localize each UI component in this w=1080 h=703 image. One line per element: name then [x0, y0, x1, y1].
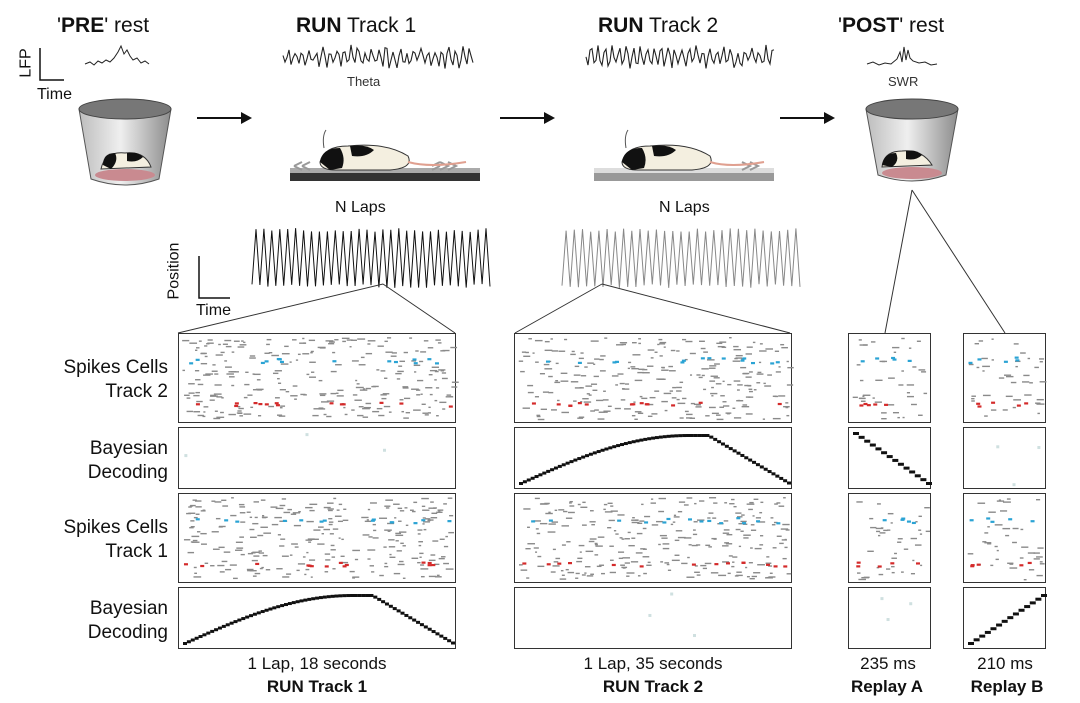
spike-raster-panel	[848, 333, 931, 423]
rat-on-track2	[594, 129, 774, 181]
row-label-spikes-track1: Spikes Cells Track 1	[63, 517, 168, 562]
spike-raster-panel	[178, 493, 456, 583]
bayesian-decoding-panel	[848, 427, 932, 489]
scalebar-replay-a	[848, 648, 931, 652]
lfp-time-label: Time	[37, 86, 72, 103]
panel-plot	[519, 434, 791, 485]
panel-plot	[852, 337, 928, 420]
run-track2-title: RUN Track 2	[598, 14, 719, 37]
post-rest-bucket	[865, 98, 959, 182]
scalebar-run-track2	[514, 648, 792, 652]
position-axis: Position	[165, 240, 232, 305]
panel-plot	[183, 497, 455, 580]
duration-replay-b: 210 ms	[977, 654, 1033, 673]
arrow-run1-to-run2	[500, 112, 555, 124]
position-axis-lines	[198, 256, 230, 299]
scalebar-replay-b	[963, 648, 1046, 652]
panel-plot	[184, 433, 387, 458]
panel-plot	[967, 498, 1045, 581]
swr-label: SWR	[888, 74, 919, 89]
bayesian-decoding-panel	[848, 587, 931, 649]
run-track1-title: RUN Track 1	[296, 14, 417, 37]
lfp-axis: LFP	[14, 44, 64, 84]
panel-plot	[648, 592, 697, 638]
panel-plot	[182, 337, 459, 420]
bayesian-decoding-panel	[963, 427, 1046, 489]
panel-plot	[880, 597, 913, 622]
theta-trace-track2	[585, 44, 775, 69]
panel-plot	[856, 501, 931, 581]
bayesian-decoding-panel	[514, 427, 792, 489]
position-time-label: Time	[196, 302, 231, 319]
spike-raster-panel	[963, 333, 1047, 423]
panel-plot	[853, 432, 932, 485]
duration-replay-a: 235 ms	[860, 654, 916, 673]
theta-trace	[282, 44, 474, 69]
panel-plot	[968, 594, 1047, 645]
bayesian-decoding-panel	[178, 427, 456, 489]
panel-plot	[518, 337, 794, 421]
position-trace-track2	[561, 228, 801, 288]
laps-label-track1: N Laps	[335, 199, 386, 216]
bayesian-decoding-panel	[514, 587, 792, 649]
spike-raster-panel	[514, 333, 794, 423]
duration-run-track1: 1 Lap, 18 seconds	[247, 654, 387, 673]
pre-rest-title: 'PRE' rest	[57, 14, 150, 37]
row-label-bayes-2: Bayesian Decoding	[87, 598, 168, 643]
row-label-spikes-track2: Spikes Cells Track 2	[63, 357, 168, 402]
theta-label: Theta	[347, 74, 381, 89]
position-trace-track1	[251, 228, 491, 288]
spike-raster-panel	[178, 333, 459, 423]
spike-raster-panel	[963, 493, 1046, 583]
rat-on-track1	[290, 129, 480, 181]
column-title-replay-b: Replay B	[970, 677, 1044, 696]
bayesian-decoding-panel	[963, 587, 1047, 649]
panel-plot	[183, 594, 455, 645]
lfp-axis-lines	[39, 48, 64, 81]
spike-raster-panel	[514, 493, 792, 583]
post-rest-title: 'POST' rest	[838, 14, 945, 37]
row-label-bayes-1: Bayesian Decoding	[87, 438, 168, 483]
bayesian-decoding-panel	[178, 587, 456, 649]
column-title-run-track2: RUN Track 2	[602, 677, 704, 696]
column-title-run-track1: RUN Track 1	[266, 677, 368, 696]
arrow-run2-to-post	[780, 112, 835, 124]
pre-rest-bucket	[78, 98, 172, 186]
panel-plot	[519, 497, 792, 580]
panel-plot	[996, 445, 1041, 487]
arrow-pre-to-run1	[197, 112, 252, 124]
duration-run-track2: 1 Lap, 35 seconds	[583, 654, 723, 673]
pre-lfp-trace	[84, 44, 150, 66]
swr-trace	[866, 46, 938, 66]
panel-plot	[968, 338, 1047, 417]
column-title-replay-a: Replay A	[850, 677, 924, 696]
spike-raster-panel	[848, 493, 931, 583]
scalebar-run-track1	[178, 648, 456, 652]
laps-label-track2: N Laps	[659, 199, 710, 216]
